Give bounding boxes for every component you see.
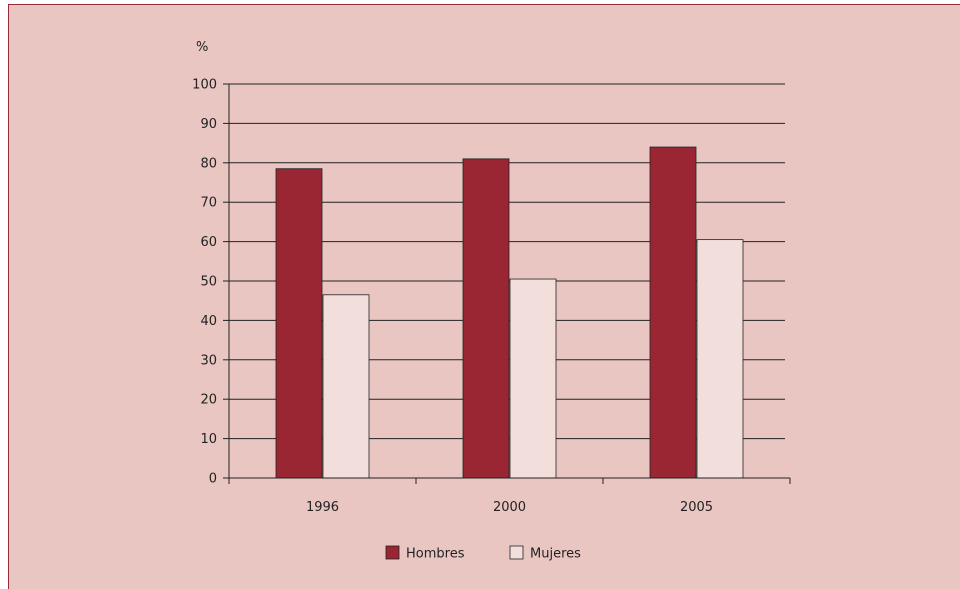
legend-swatch-hombres: [385, 545, 400, 560]
y-tick-label: 40: [200, 314, 217, 329]
y-tick-label: 0: [209, 472, 217, 487]
x-tick-labels: 1996 2000 2005: [306, 500, 713, 515]
y-tick-label: 100: [192, 78, 217, 93]
x-tick-label: 2005: [680, 500, 713, 515]
legend: Hombres Mujeres: [385, 545, 581, 562]
bars: [275, 146, 744, 479]
x-tick-label: 2000: [493, 500, 526, 515]
bar-mujeres-2000: [509, 278, 557, 479]
y-tick-label: 20: [200, 393, 217, 408]
y-tick-label: 80: [200, 156, 217, 171]
y-tick-label: 10: [200, 432, 217, 447]
y-unit-label: %: [196, 40, 208, 55]
bar-hombres-2005: [649, 146, 697, 479]
y-tick-label: 60: [200, 235, 217, 250]
legend-swatch-mujeres: [509, 545, 524, 560]
y-tick-label: 70: [200, 196, 217, 211]
x-tick-label: 1996: [306, 500, 339, 515]
bar-hombres-1996: [275, 168, 323, 479]
axes: [223, 83, 791, 484]
y-tick-label: 50: [200, 275, 217, 290]
bar-hombres-2000: [462, 158, 510, 479]
legend-label-mujeres: Mujeres: [530, 547, 581, 562]
y-tick-label: 30: [200, 353, 217, 368]
y-tick-labels: 0 10 20 30 40 50 60 70 80 90 100: [192, 78, 217, 487]
y-tick-label: 90: [200, 117, 217, 132]
bar-mujeres-1996: [322, 294, 370, 479]
bar-mujeres-2005: [696, 239, 744, 479]
legend-label-hombres: Hombres: [406, 547, 465, 562]
